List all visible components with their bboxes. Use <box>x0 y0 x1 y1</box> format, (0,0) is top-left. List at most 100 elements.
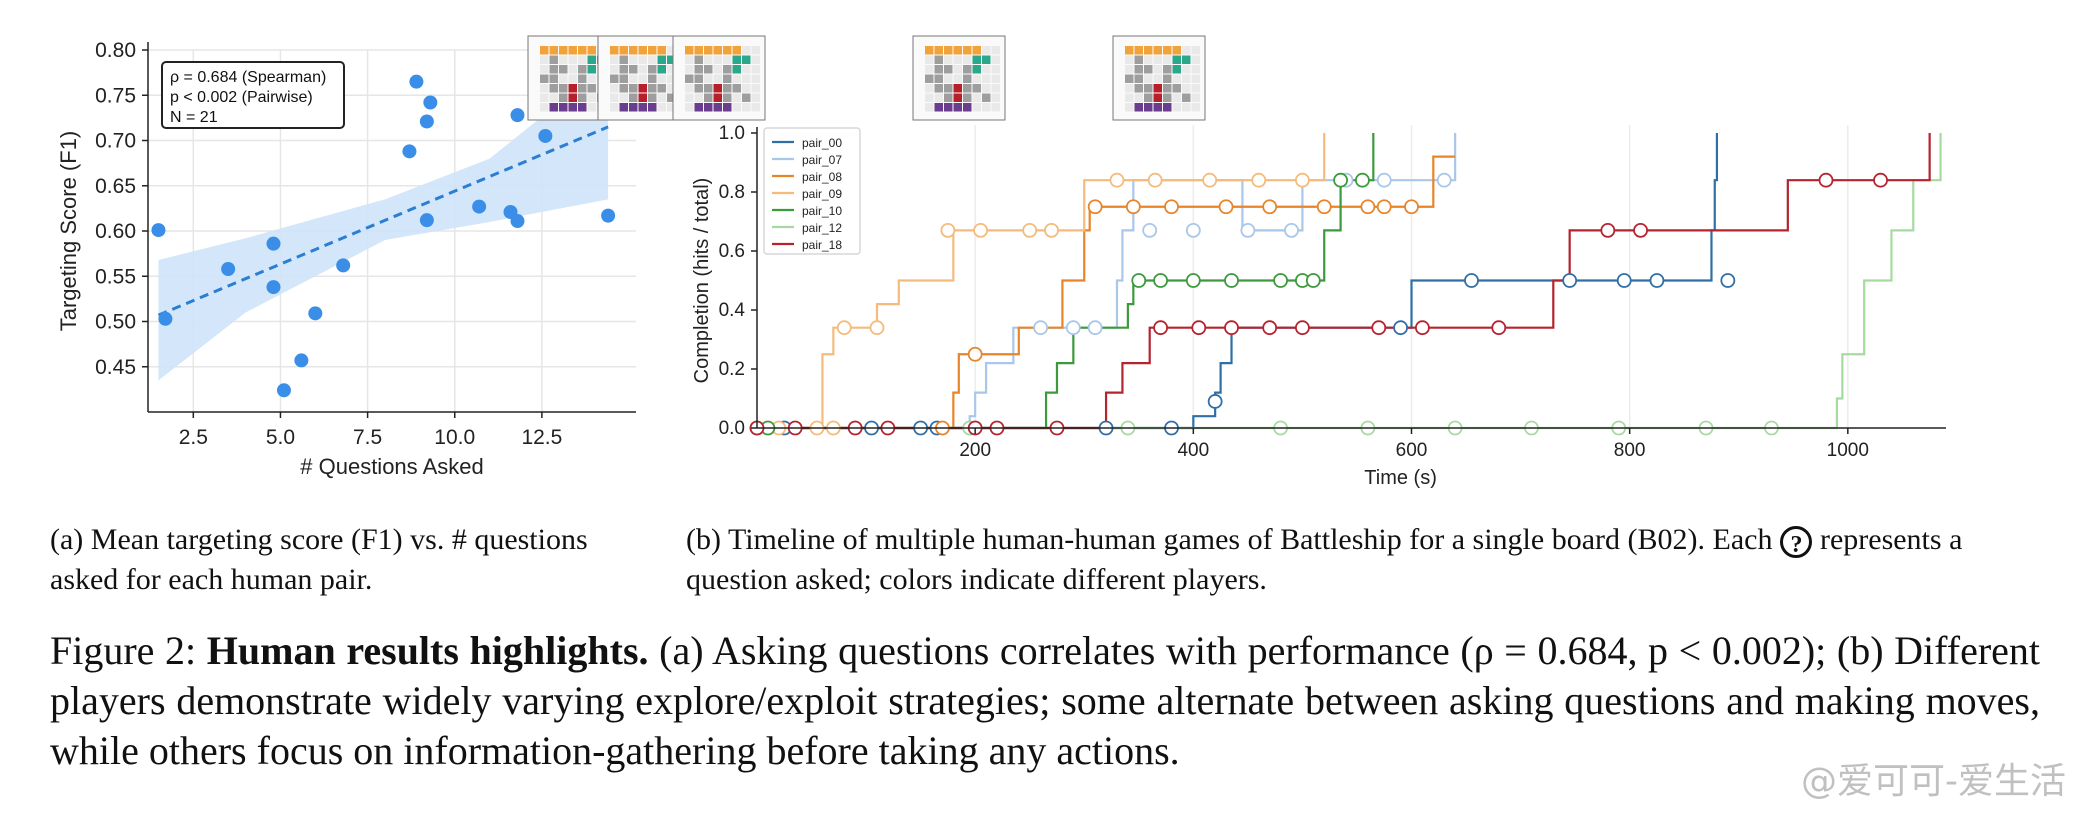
question-marker-pair_00 <box>1393 320 1408 336</box>
board-cell <box>1125 65 1134 74</box>
question-marker-pair_09 <box>1109 172 1125 188</box>
board-cell <box>619 103 628 112</box>
board-cell <box>1163 84 1172 93</box>
board-cell <box>657 65 666 74</box>
board-cell <box>963 65 972 74</box>
board-cell <box>925 74 934 83</box>
board-cell <box>944 84 953 93</box>
board-cell <box>713 103 722 112</box>
board-cell <box>610 103 619 112</box>
question-marker-pair_08 <box>967 346 983 362</box>
board-cell <box>742 84 751 93</box>
series-line-pair_07 <box>757 133 1457 430</box>
board-cell <box>587 74 596 83</box>
board-cell <box>925 46 934 55</box>
board-cell <box>1153 46 1162 55</box>
board-cell <box>732 65 741 74</box>
board-cell <box>1191 65 1200 74</box>
board-cell <box>953 84 962 93</box>
board-cell <box>568 103 577 112</box>
y-tick-label: 0.2 <box>719 359 745 380</box>
data-point <box>419 114 434 129</box>
caption-a: (a) Mean targeting score (F1) vs. # ques… <box>50 523 588 596</box>
data-point <box>510 108 525 123</box>
question-marker-pair_07 <box>1033 320 1049 336</box>
x-tick-label: 1000 <box>1827 440 1869 461</box>
board-thumbnail <box>912 35 1006 121</box>
board-cell <box>610 93 619 102</box>
board-cell <box>1125 46 1134 55</box>
caption-b-text: (b) Timeline of multiple human-human gam… <box>686 523 1773 556</box>
question-marker-pair_09 <box>869 320 885 336</box>
board-cell <box>925 93 934 102</box>
x-tick-label: 2.5 <box>179 426 208 449</box>
board-cell <box>934 93 943 102</box>
board-cell <box>694 65 703 74</box>
board-cell <box>648 74 657 83</box>
data-point <box>423 95 438 110</box>
board-cell <box>704 74 713 83</box>
board-cell <box>619 55 628 64</box>
board-cell <box>944 46 953 55</box>
board-cell <box>638 93 647 102</box>
question-marker-pair_08 <box>1360 199 1376 215</box>
board-cell <box>1182 74 1191 83</box>
question-marker-pair_09 <box>1044 222 1059 238</box>
board-cell <box>667 93 676 102</box>
board-cell <box>578 103 587 112</box>
question-marker-pair_00 <box>1207 394 1223 409</box>
board-cell <box>723 103 732 112</box>
board-cell <box>1163 55 1172 64</box>
board-cell <box>657 84 666 93</box>
board-cell <box>1172 65 1181 74</box>
board-cell <box>972 74 981 83</box>
data-point <box>402 144 417 159</box>
board-cell <box>953 103 962 112</box>
board-cell <box>1153 93 1162 102</box>
board-cell <box>934 46 943 55</box>
board-cell <box>559 55 568 64</box>
board-cell <box>629 46 638 55</box>
board-cell <box>1182 65 1191 74</box>
board-cell <box>944 74 953 83</box>
board-cell <box>934 65 943 74</box>
board-cell <box>1182 46 1191 55</box>
board-cell <box>982 46 991 55</box>
question-marker-pair_09 <box>973 222 989 238</box>
board-cell <box>667 65 676 74</box>
board-cell <box>1191 103 1200 112</box>
data-point <box>419 213 434 228</box>
question-marker-pair_00 <box>1649 273 1665 288</box>
board-cell <box>991 65 1000 74</box>
board-cell <box>619 84 628 93</box>
board-cell <box>723 93 732 102</box>
board-cell <box>1125 103 1134 112</box>
board-cell <box>629 65 638 74</box>
board-cell <box>944 65 953 74</box>
board-cell <box>991 84 1000 93</box>
question-marker-pair_09 <box>836 320 852 336</box>
question-marker-pair_08 <box>1262 199 1278 215</box>
board-cell <box>723 46 732 55</box>
board-cell <box>1182 84 1191 93</box>
question-marker-pair_18 <box>1818 172 1834 188</box>
board-cell <box>1134 84 1143 93</box>
board-cell <box>694 55 703 64</box>
x-tick-label: 400 <box>1177 440 1209 461</box>
board-cell <box>972 103 981 112</box>
data-point <box>472 199 487 214</box>
question-marker-pair_18 <box>1262 320 1278 336</box>
board-cell <box>578 84 587 93</box>
board-cell <box>751 55 760 64</box>
question-marker-pair_08 <box>1404 199 1419 215</box>
board-cell <box>963 84 972 93</box>
board-cell <box>1153 74 1162 83</box>
board-cell <box>638 55 647 64</box>
board-cell <box>953 46 962 55</box>
question-marker-pair_08 <box>1125 199 1141 215</box>
data-point <box>294 353 309 368</box>
board-cell <box>1191 55 1200 64</box>
board-cell <box>568 65 577 74</box>
data-point <box>510 214 525 229</box>
board-cell <box>704 103 713 112</box>
